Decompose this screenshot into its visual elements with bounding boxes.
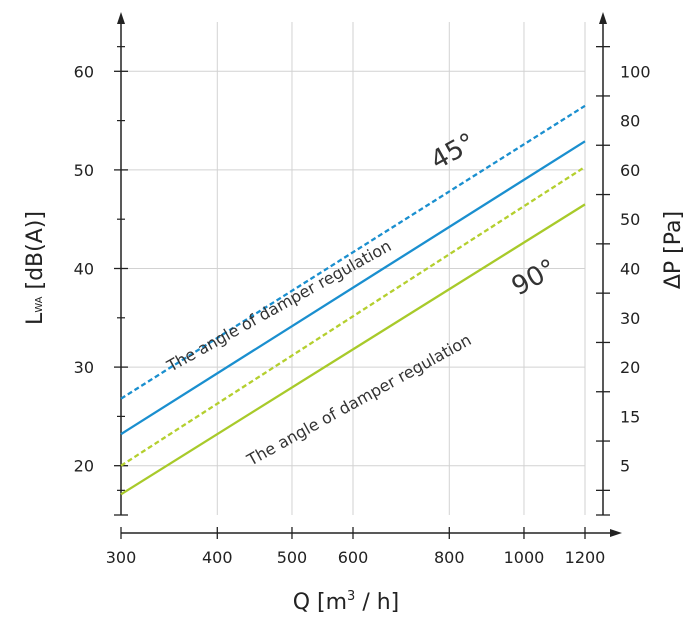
y-tick-label: 30 (74, 358, 94, 377)
x-axis-title-tail: / h] (355, 590, 399, 615)
right-axis-arrow (599, 12, 607, 24)
annotation-90-text: The angle of damper regulation (243, 330, 475, 470)
series-line-solid (120, 203, 586, 496)
y2-tick-label: 50 (620, 210, 640, 229)
x-axis-title: Q [m3 / h] (293, 589, 400, 615)
annotation-45-text: The angle of damper regulation (163, 236, 395, 376)
x-tick-label: 1200 (565, 548, 606, 567)
series-lines (120, 104, 586, 496)
series-line-dashed (120, 165, 586, 467)
annotation-45-angle: 45° (426, 128, 481, 177)
y-tick-label: 50 (74, 161, 94, 180)
y2-axis-title: ΔP [Pa] (661, 211, 686, 289)
y2-tick-label: 80 (620, 112, 640, 131)
x-tick-label: 400 (202, 548, 233, 567)
y-tick-label: 20 (74, 457, 94, 476)
x-tick-label: 1000 (504, 548, 545, 567)
series-line-dashed (120, 104, 586, 400)
x-axis-title-sup: 3 (347, 589, 355, 604)
y-tick-label: 40 (74, 260, 94, 279)
annotation-90-angle: 90° (507, 254, 562, 303)
y2-tick-label: 15 (620, 407, 640, 426)
y2-tick-label: 40 (620, 260, 640, 279)
series-line-solid (120, 140, 586, 436)
y-axis-title-tail: [dB(A)] (23, 211, 48, 296)
y-axis-title-main: L (23, 312, 48, 325)
tick-marks (114, 46, 610, 539)
x-axis-title-main: Q [m (293, 590, 347, 615)
y2-tick-label: 20 (620, 358, 640, 377)
y2-tick-label: 60 (620, 161, 640, 180)
tick-labels: 300 400 500 600 800 1000 1200 20 30 40 50 60 5 15 20 30… (74, 62, 651, 567)
x-tick-label: 500 (277, 548, 308, 567)
left-axis-arrow (117, 12, 125, 24)
y-axis-title: LWA [dB(A)] (23, 211, 48, 325)
y-axis-title-sub: WA (34, 296, 45, 312)
y2-tick-label: 100 (620, 62, 651, 81)
x-tick-label: 800 (434, 548, 465, 567)
bottom-axis-arrow (610, 529, 622, 537)
y2-tick-label: 30 (620, 309, 640, 328)
x-tick-label: 600 (338, 548, 369, 567)
y-tick-label: 60 (74, 62, 94, 81)
grid (120, 22, 586, 515)
y2-tick-label: 5 (620, 457, 630, 476)
x-tick-label: 300 (106, 548, 137, 567)
